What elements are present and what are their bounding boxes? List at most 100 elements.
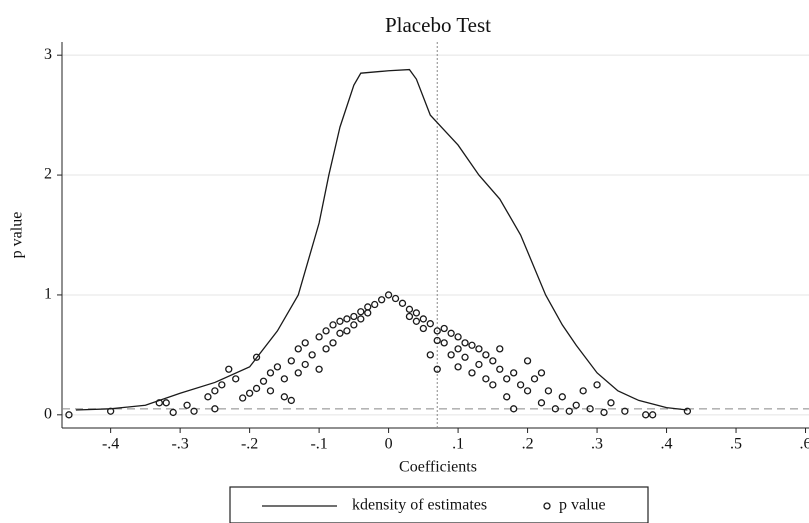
scatter-point: [621, 407, 629, 415]
scatter-point: [433, 327, 441, 335]
scatter-point: [454, 333, 462, 341]
scatter-point: [266, 369, 275, 377]
scatter-point: [510, 369, 518, 377]
scatter-point: [350, 321, 358, 329]
scatter-point: [419, 315, 427, 323]
scatter-point: [391, 294, 400, 303]
y-tick-label: 0: [44, 405, 52, 422]
chart-title: Placebo Test: [385, 13, 491, 37]
scatter-point: [405, 305, 414, 313]
x-tick-label: -.2: [241, 436, 258, 453]
scatter-point: [537, 399, 546, 407]
scatter-point: [287, 357, 295, 365]
scatter-point: [523, 357, 532, 365]
scatter-point: [510, 405, 518, 413]
scatter-point: [433, 365, 441, 373]
x-tick-label: .3: [591, 436, 603, 453]
y-tick-label: 2: [44, 166, 52, 183]
scatter-point: [496, 365, 504, 373]
scatter-point: [190, 407, 198, 415]
scatter-point: [357, 308, 365, 316]
scatter-point: [364, 303, 372, 311]
scatter-point: [183, 401, 191, 409]
scatter-point: [503, 375, 511, 383]
scatter-point: [155, 399, 163, 407]
scatter-point: [357, 315, 365, 323]
scatter-point: [565, 407, 573, 415]
scatter-point: [211, 387, 219, 395]
scatter-point: [273, 363, 282, 371]
scatter-point: [468, 369, 476, 377]
scatter-point: [398, 299, 407, 307]
scatter-point: [364, 309, 372, 317]
legend-label: p value: [559, 497, 606, 514]
density-line: [75, 68, 688, 411]
scatter-point: [252, 353, 261, 361]
scatter-point: [106, 407, 115, 415]
x-tick-label: .1: [452, 436, 464, 453]
scatter-point: [336, 329, 344, 337]
scatter-point: [301, 360, 309, 369]
scatter-point: [593, 381, 601, 389]
y-tick-label: 1: [44, 286, 52, 303]
scatter-point: [371, 300, 379, 309]
x-tick-label: 0: [385, 436, 393, 453]
scatter-point: [475, 345, 483, 353]
scatter-point: [530, 375, 539, 383]
scatter-point: [412, 317, 421, 325]
scatter-point: [225, 365, 233, 373]
scatter-point: [232, 375, 240, 383]
scatter-point: [204, 393, 212, 401]
scatter-point: [329, 339, 337, 347]
scatter-point: [322, 327, 330, 335]
scatter-point: [558, 393, 566, 401]
legend-label: kdensity of estimates: [352, 497, 487, 514]
x-tick-label: .5: [730, 436, 742, 453]
x-tick-label: .6: [800, 436, 809, 453]
x-tick-label: -.1: [310, 436, 327, 453]
scatter-point: [259, 377, 268, 385]
scatter-point: [649, 411, 657, 419]
scatter-point: [572, 401, 580, 409]
scatter-point: [280, 375, 289, 383]
scatter-point: [447, 351, 455, 359]
scatter-point: [162, 399, 170, 407]
scatter-point: [65, 411, 73, 419]
scatter-point: [468, 341, 476, 349]
scatter-point: [523, 387, 532, 395]
scatter-point: [579, 387, 587, 395]
scatter-point: [245, 389, 254, 397]
scatter-point: [600, 408, 608, 417]
y-axis-label: p value: [9, 212, 26, 259]
scatter-point: [440, 324, 448, 333]
scatter-point: [294, 345, 302, 353]
scatter-point: [419, 324, 427, 333]
legend-swatch: [543, 502, 551, 510]
scatter-point: [461, 339, 469, 347]
scatter-point: [287, 396, 295, 405]
scatter-point: [412, 309, 421, 317]
scatter-point: [544, 387, 553, 395]
x-tick-label: -.4: [102, 436, 119, 453]
scatter-point: [551, 405, 560, 413]
scatter-point: [454, 345, 462, 353]
scatter-point: [440, 339, 448, 347]
scatter-point: [447, 329, 455, 337]
scatter-point: [322, 345, 330, 353]
x-tick-label: .2: [522, 436, 534, 453]
scatter-point: [683, 407, 692, 415]
scatter-point: [329, 321, 337, 329]
scatter-point: [308, 351, 316, 359]
scatter-point: [294, 369, 302, 377]
scatter-point: [496, 345, 504, 353]
scatter-point: [642, 411, 650, 419]
scatter-point: [454, 363, 462, 371]
scatter-point: [218, 381, 226, 389]
scatter-point: [211, 405, 219, 413]
scatter-point: [426, 320, 434, 328]
x-axis-label: Coefficients: [399, 459, 477, 476]
x-tick-label: .4: [661, 436, 673, 453]
scatter-point: [489, 357, 497, 365]
scatter-point: [169, 408, 177, 417]
